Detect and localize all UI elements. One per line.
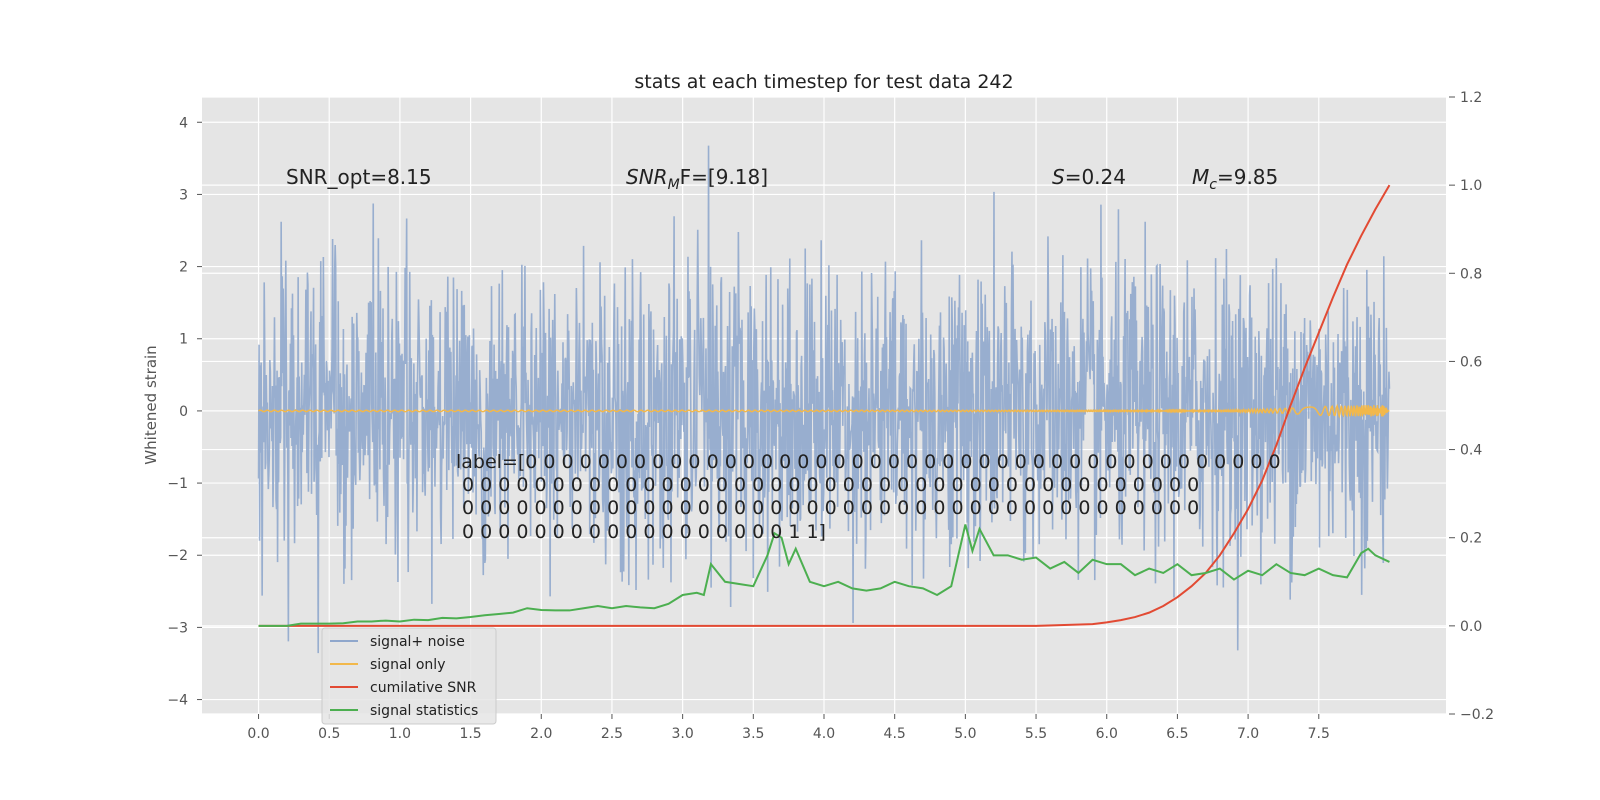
label-line-3: 0 0 0 0 0 0 0 0 0 0 0 0 0 0 0 0 0 0 0 0 … xyxy=(456,497,1199,519)
x-tick-label: 2.5 xyxy=(601,726,623,742)
y-tick-label: −3 xyxy=(167,620,188,636)
snr-mf-annotation: SNRMF=[9.18] xyxy=(626,165,768,193)
series-lines xyxy=(258,184,1391,627)
y-tick-labels: −4 −3 −2 −1 0 1 2 3 4 xyxy=(167,115,202,709)
y2-tick-label: 0.4 xyxy=(1460,443,1482,459)
y-tick-label: −2 xyxy=(167,548,188,564)
signal-noise-series xyxy=(257,145,1391,654)
mc-sub: c xyxy=(1209,177,1217,193)
label-line-2: 0 0 0 0 0 0 0 0 0 0 0 0 0 0 0 0 0 0 0 0 … xyxy=(456,474,1199,496)
legend-label-signal: signal only xyxy=(370,657,445,673)
mc-annotation: Mc=9.85 xyxy=(1192,165,1278,193)
x-tick-labels: 0.0 0.5 1.0 1.5 2.0 2.5 3.0 3.5 4.0 4.5 5.0 5.5 6.0 6… xyxy=(247,714,1330,742)
y-tick-label: 1 xyxy=(179,332,188,348)
cumulative-snr-line xyxy=(258,184,1391,627)
mc-rest: =9.85 xyxy=(1217,165,1278,189)
legend: signal+ noise signal only cumilative SNR… xyxy=(321,627,497,725)
snr-mf-rest: F=[9.18] xyxy=(680,165,768,189)
x-tick-label: 1.5 xyxy=(459,726,481,742)
y2-tick-label: 0.0 xyxy=(1460,619,1482,635)
x-tick-label: 4.5 xyxy=(884,726,906,742)
x-tick-label: 1.0 xyxy=(389,726,411,742)
x-tick-label: 0.5 xyxy=(318,726,340,742)
x-tick-label: 3.5 xyxy=(742,726,764,742)
y2-tick-labels: −0.2 0.0 0.2 0.4 0.6 0.8 1.0 1.2 xyxy=(1449,90,1494,723)
legend-label-noise: signal+ noise xyxy=(370,634,465,650)
y2-tick-label: 1.0 xyxy=(1460,178,1482,194)
snr-mf-name: SNR xyxy=(626,165,668,189)
x-tick-label: 0.0 xyxy=(247,726,269,742)
label-line-4: 0 0 0 0 0 0 0 0 0 0 0 0 0 0 0 0 0 0 1 1] xyxy=(456,521,826,543)
y2-tick-label: −0.2 xyxy=(1460,707,1494,723)
x-tick-label: 3.0 xyxy=(672,726,694,742)
mc-name: M xyxy=(1192,165,1209,189)
y-tick-label: 3 xyxy=(179,187,188,203)
legend-label-snr: cumilative SNR xyxy=(370,680,477,696)
x-tick-label: 6.5 xyxy=(1166,726,1188,742)
signal-only-line xyxy=(258,403,1390,419)
y2-tick-label: 0.2 xyxy=(1460,531,1482,547)
y2-tick-label: 0.8 xyxy=(1460,266,1482,282)
y-tick-label: −4 xyxy=(167,693,188,709)
x-tick-label: 7.5 xyxy=(1308,726,1330,742)
label-line-1: label=[0 0 0 0 0 0 0 0 0 0 0 0 0 0 0 0 0… xyxy=(456,451,1281,473)
s-rest: =0.24 xyxy=(1065,165,1126,189)
x-tick-label: 2.0 xyxy=(530,726,552,742)
signal-statistics-line xyxy=(258,524,1390,627)
y-axis-label: Whitened strain xyxy=(142,345,160,464)
chart-title: stats at each timestep for test data 242 xyxy=(634,71,1013,93)
snr-opt-annotation: SNR_opt=8.15 xyxy=(286,165,432,189)
y-tick-label: −1 xyxy=(167,476,188,492)
snr-mf-sub: M xyxy=(668,177,680,193)
x-tick-label: 5.5 xyxy=(1025,726,1047,742)
x-tick-label: 4.0 xyxy=(813,726,835,742)
y-tick-label: 4 xyxy=(179,115,188,131)
y-tick-label: 2 xyxy=(179,260,188,276)
signal-noise-line xyxy=(257,145,1391,654)
legend-label-stats: signal statistics xyxy=(370,703,478,719)
x-tick-label: 7.0 xyxy=(1237,726,1259,742)
legend-box xyxy=(321,627,497,725)
y2-tick-label: 1.2 xyxy=(1460,90,1482,106)
x-tick-label: 6.0 xyxy=(1096,726,1118,742)
s-annotation: S=0.24 xyxy=(1052,165,1126,189)
y2-tick-label: 0.6 xyxy=(1460,354,1482,370)
y-tick-label: 0 xyxy=(179,404,188,420)
label-annotation: label=[0 0 0 0 0 0 0 0 0 0 0 0 0 0 0 0 0… xyxy=(456,451,1281,543)
x-tick-label: 5.0 xyxy=(954,726,976,742)
s-name: S xyxy=(1052,165,1065,189)
